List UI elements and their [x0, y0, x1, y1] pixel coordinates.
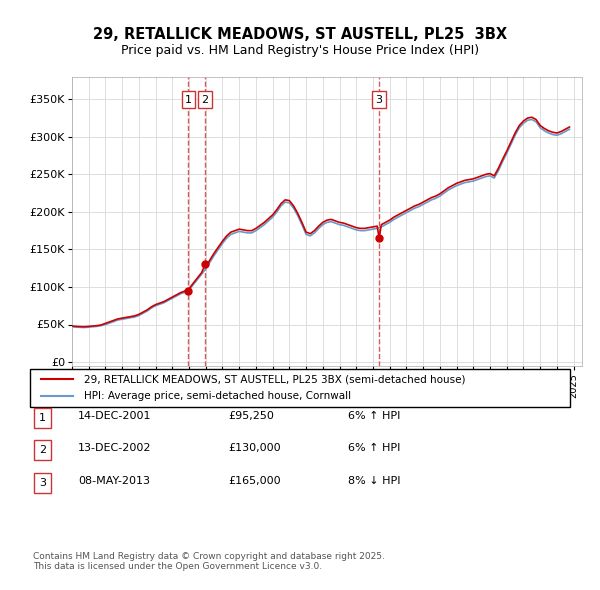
- FancyBboxPatch shape: [34, 473, 51, 493]
- Text: Price paid vs. HM Land Registry's House Price Index (HPI): Price paid vs. HM Land Registry's House …: [121, 44, 479, 57]
- Text: £165,000: £165,000: [228, 476, 281, 486]
- FancyBboxPatch shape: [30, 369, 570, 407]
- Text: 6% ↑ HPI: 6% ↑ HPI: [348, 444, 400, 453]
- Text: 1: 1: [39, 413, 46, 422]
- Text: 08-MAY-2013: 08-MAY-2013: [78, 476, 150, 486]
- FancyBboxPatch shape: [34, 440, 51, 460]
- Text: HPI: Average price, semi-detached house, Cornwall: HPI: Average price, semi-detached house,…: [84, 391, 351, 401]
- Text: £95,250: £95,250: [228, 411, 274, 421]
- Text: £130,000: £130,000: [228, 444, 281, 453]
- Text: 8% ↓ HPI: 8% ↓ HPI: [348, 476, 401, 486]
- Text: Contains HM Land Registry data © Crown copyright and database right 2025.
This d: Contains HM Land Registry data © Crown c…: [33, 552, 385, 571]
- Text: 6% ↑ HPI: 6% ↑ HPI: [348, 411, 400, 421]
- Text: 3: 3: [376, 94, 383, 104]
- Text: 29, RETALLICK MEADOWS, ST AUSTELL, PL25  3BX: 29, RETALLICK MEADOWS, ST AUSTELL, PL25 …: [93, 27, 507, 41]
- Text: 1: 1: [185, 94, 192, 104]
- Text: 3: 3: [39, 478, 46, 487]
- Text: 2: 2: [202, 94, 209, 104]
- FancyBboxPatch shape: [34, 408, 51, 428]
- Text: 29, RETALLICK MEADOWS, ST AUSTELL, PL25 3BX (semi-detached house): 29, RETALLICK MEADOWS, ST AUSTELL, PL25 …: [84, 375, 466, 385]
- Text: 14-DEC-2001: 14-DEC-2001: [78, 411, 151, 421]
- Text: 13-DEC-2002: 13-DEC-2002: [78, 444, 151, 453]
- Text: 2: 2: [39, 445, 46, 455]
